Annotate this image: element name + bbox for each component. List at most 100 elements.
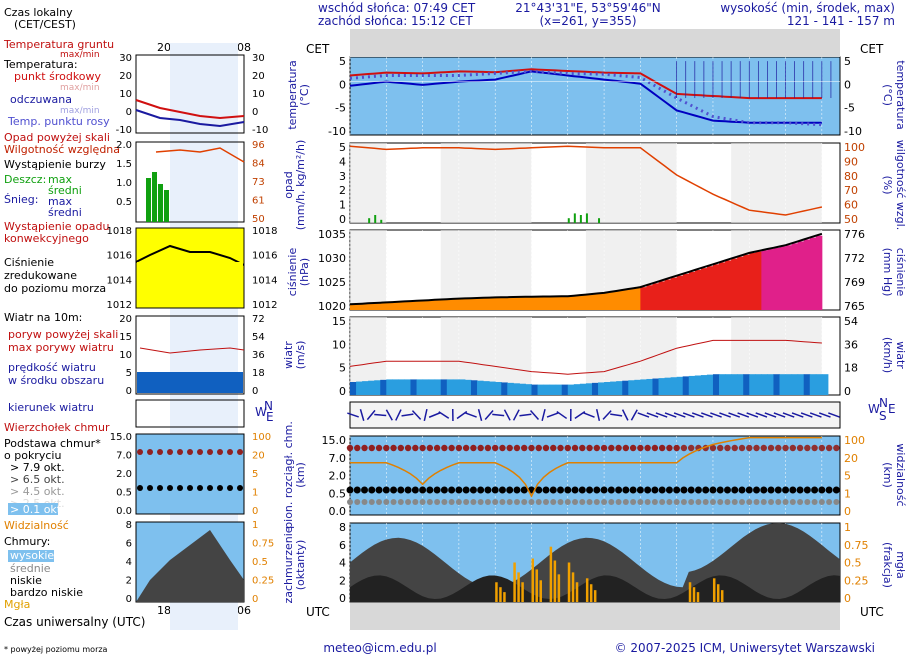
press-unit2: (mm Hg) bbox=[881, 248, 894, 297]
cloud-base-dot-2 bbox=[594, 499, 600, 505]
axis-tick-label: 36 bbox=[844, 338, 858, 351]
cloud-base-dot bbox=[739, 487, 746, 494]
cloud-base-dot-2 bbox=[427, 499, 433, 505]
mini-tick-label: 0.5 bbox=[116, 488, 132, 499]
cloud-top-dot bbox=[448, 445, 454, 451]
pressure-area bbox=[689, 272, 696, 310]
mini-tick-label: 10 bbox=[119, 350, 132, 361]
cloud-base-dot bbox=[484, 487, 491, 494]
cloud-base-dot bbox=[376, 487, 383, 494]
cloud-top-dot bbox=[746, 445, 752, 451]
axis-tick-label: 4 bbox=[339, 557, 346, 570]
cloud-base-dot bbox=[760, 487, 767, 494]
pressure-area bbox=[410, 301, 417, 310]
mini-cloud-base-dot bbox=[167, 485, 173, 491]
axis-tick-label: 1035 bbox=[318, 228, 346, 241]
mini-wind-area bbox=[137, 372, 243, 393]
cloud-base-dot-2 bbox=[449, 499, 455, 505]
wind-area bbox=[465, 380, 472, 395]
cloud-base-dot-2 bbox=[383, 499, 389, 505]
legend-felt: odczuwana bbox=[10, 93, 72, 106]
axis-tick-label: 15 bbox=[332, 315, 346, 328]
mini-tick-label: 5 bbox=[126, 368, 132, 379]
axis-tick-label: 6 bbox=[339, 539, 346, 552]
cloud-top-dot bbox=[790, 445, 796, 451]
cloud-base-dot-2 bbox=[710, 499, 716, 505]
cloud-top-dot bbox=[594, 445, 600, 451]
cloud-base-dot-2 bbox=[652, 499, 658, 505]
pressure-area bbox=[568, 296, 575, 310]
cloud-base-dot-2 bbox=[354, 499, 360, 505]
cloud-base-dot bbox=[499, 487, 506, 494]
mini-tick-label: 15.0 bbox=[110, 432, 132, 443]
pressure-area bbox=[447, 299, 454, 310]
mini-tick-label: 1018 bbox=[252, 226, 277, 237]
wind-area bbox=[798, 374, 805, 395]
cloud-base-dot-2 bbox=[514, 499, 520, 505]
cloud-base-dot-2 bbox=[470, 499, 476, 505]
axis-tick-label: 0 bbox=[339, 592, 346, 605]
cloud-top-dot bbox=[782, 445, 788, 451]
cloud-base-dot bbox=[412, 487, 419, 494]
legend-mid-point-mm: max/min bbox=[60, 83, 100, 93]
pressure-area bbox=[671, 278, 678, 310]
mini-cloud-top-dot bbox=[227, 449, 233, 455]
wind-area bbox=[423, 379, 430, 395]
mini-cloud-base-dot bbox=[147, 485, 153, 491]
axis-tick-label: 765 bbox=[844, 300, 865, 313]
precip-bar bbox=[374, 215, 376, 223]
cloud-base-dot-2 bbox=[587, 499, 593, 505]
cloud-base-dot bbox=[586, 487, 593, 494]
wind-area bbox=[368, 381, 375, 395]
pressure-area bbox=[634, 288, 641, 310]
cloud-base-dot-2 bbox=[681, 499, 687, 505]
cloud-base-dot bbox=[557, 487, 564, 494]
cloud-base-dot-2 bbox=[790, 499, 796, 505]
mini-bottom-hour: 18 bbox=[157, 604, 171, 617]
cloud-top-dot bbox=[521, 445, 527, 451]
legend-conv2: konwekcyjnego bbox=[4, 232, 89, 245]
axis-tick-label: 1030 bbox=[318, 252, 346, 265]
cloud-top-dot bbox=[543, 445, 549, 451]
wind-area bbox=[671, 377, 678, 395]
pressure-area bbox=[398, 302, 405, 310]
plots bbox=[136, 29, 840, 630]
cloud-top-dot bbox=[419, 445, 425, 451]
fog-bar bbox=[550, 547, 553, 602]
wind-area bbox=[707, 375, 714, 395]
mini-tick-label: 15 bbox=[119, 332, 132, 343]
mini-cloud-base-dot bbox=[137, 485, 143, 491]
cloud-base-dot-2 bbox=[688, 499, 694, 505]
mini-tick-label: 84 bbox=[252, 159, 265, 170]
mini-cloud-top-dot bbox=[157, 449, 163, 455]
cloud-top-dot bbox=[492, 445, 498, 451]
footer-email[interactable]: meteo@icm.edu.pl bbox=[323, 641, 436, 655]
cloud-base-dot bbox=[811, 487, 818, 494]
mini-tick-label: 1018 bbox=[107, 226, 132, 237]
mini-tick-label: 20 bbox=[252, 71, 265, 82]
cloud-base-dot-2 bbox=[637, 499, 643, 505]
cloud-top-dot bbox=[761, 445, 767, 451]
cloud-top-dot bbox=[775, 445, 781, 451]
legend-gust-over: poryw powyżej skali bbox=[8, 328, 118, 341]
wind-area bbox=[362, 381, 369, 395]
pressure-area bbox=[737, 257, 744, 310]
mini-pressure-fill bbox=[137, 262, 243, 307]
legend-snow-mean: średni bbox=[48, 206, 82, 219]
wind-area bbox=[767, 374, 774, 395]
axis-tick-label: 20 bbox=[844, 452, 858, 465]
mini-cloud-top-dot bbox=[237, 449, 243, 455]
panel-frame bbox=[350, 402, 840, 428]
mini-cloud-top-dot bbox=[137, 449, 143, 455]
axis-tick-label: -10 bbox=[844, 125, 862, 138]
pressure-area bbox=[652, 283, 659, 310]
fog-bar bbox=[697, 592, 700, 602]
pressure-area bbox=[562, 296, 569, 310]
cloud-base-dot-2 bbox=[412, 499, 418, 505]
precip-bar bbox=[574, 213, 576, 223]
mini-tick-label: 1012 bbox=[107, 300, 132, 311]
legend-rain: Deszcz: bbox=[4, 173, 46, 186]
fog-bar bbox=[590, 584, 593, 602]
mini-cloud-top-dot bbox=[197, 449, 203, 455]
cloud-base-dot-2 bbox=[630, 499, 636, 505]
